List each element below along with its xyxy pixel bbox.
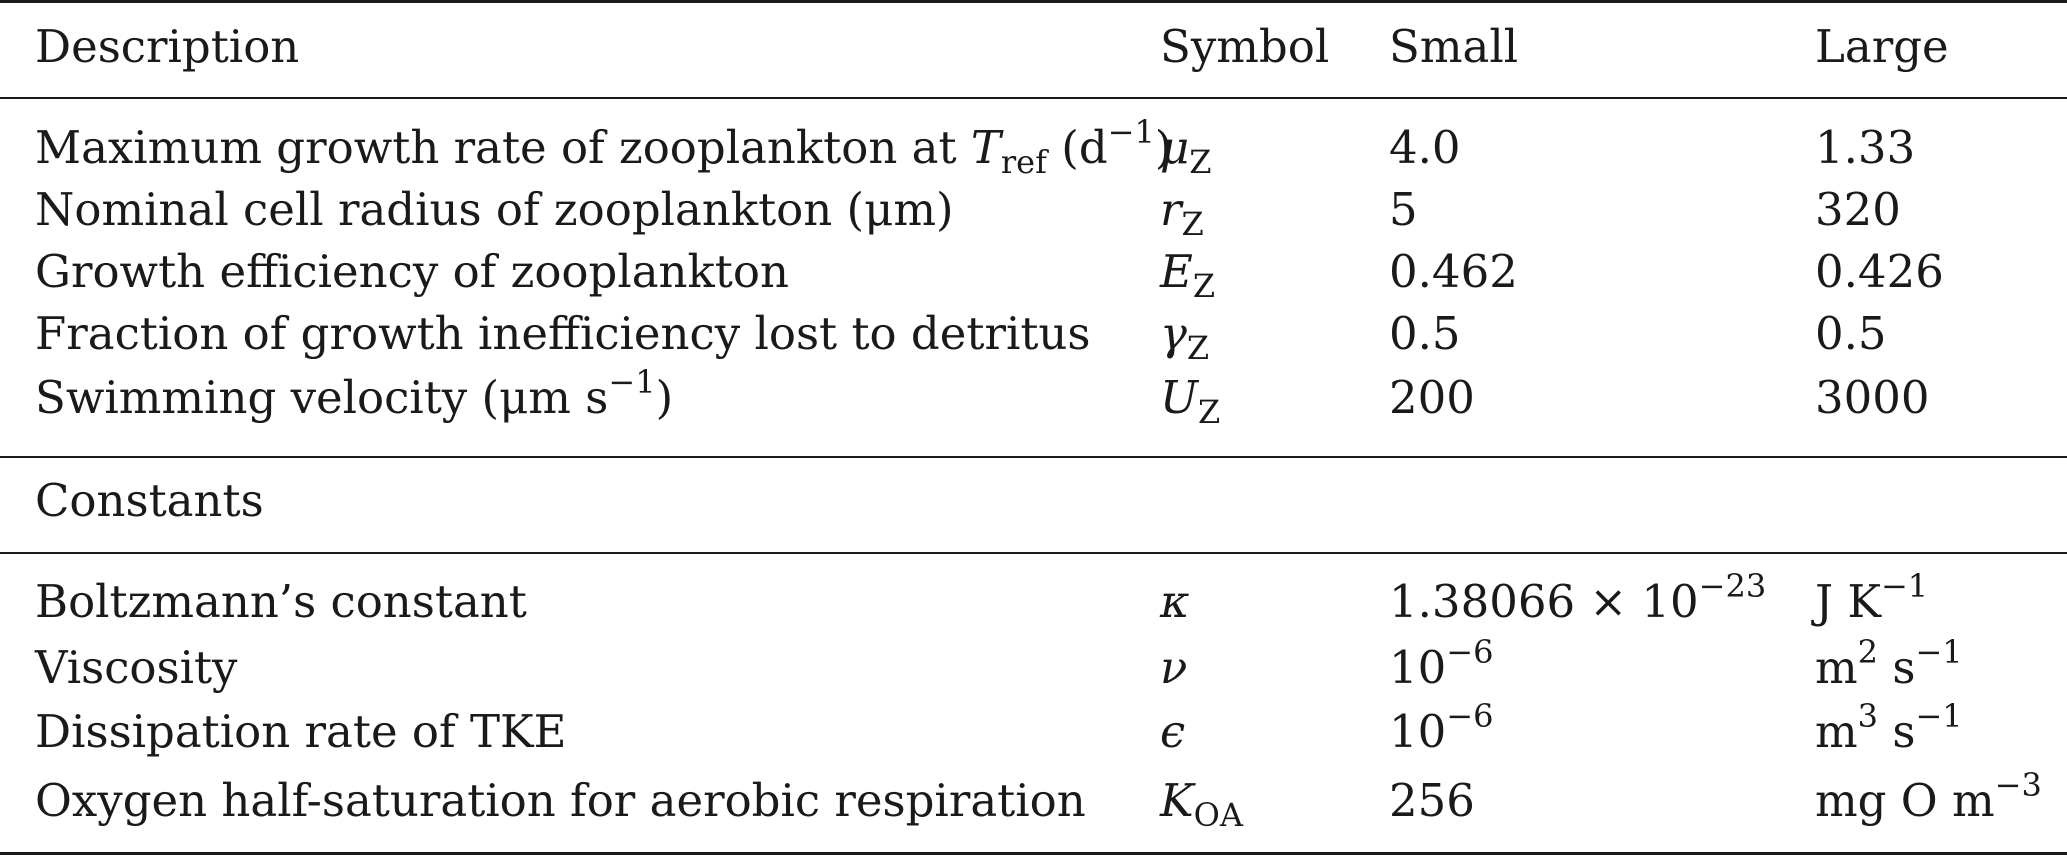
header-symbol: Symbol <box>1160 20 1330 73</box>
table-row-cell-radius-small: 5 <box>1389 183 1418 236</box>
table-row-swimming-velocity-symbol: UZ <box>1160 371 1221 431</box>
header-description: Description <box>35 20 300 73</box>
table-row-viscosity-value: 10−6 <box>1389 633 1494 694</box>
table-row-growth-efficiency-large: 0.426 <box>1815 245 1944 298</box>
table-row-boltzmann-description: Boltzmann’s constant <box>35 575 527 628</box>
section-rule-top <box>0 456 2067 458</box>
table-row-swimming-velocity-small: 200 <box>1389 371 1475 424</box>
table-row-oxygen-half-saturation-description: Oxygen half-saturation for aerobic respi… <box>35 774 1086 827</box>
table-row-max-growth-symbol: μZ <box>1160 121 1212 181</box>
table-row-detritus-fraction-description: Fraction of growth inefficiency lost to … <box>35 307 1091 360</box>
table-row-oxygen-half-saturation-unit: mg O m−3 <box>1815 766 2042 827</box>
table-row-max-growth-large: 1.33 <box>1815 121 1916 174</box>
header-rule <box>0 97 2067 99</box>
table-row-max-growth-description: Maximum growth rate of zooplankton at Tr… <box>35 113 1173 181</box>
header-large: Large <box>1815 20 1949 73</box>
table-row-cell-radius-symbol: rZ <box>1160 183 1204 243</box>
table-row-dissipation-symbol: ϵ <box>1160 705 1186 758</box>
table-row-dissipation-unit: m3 s−1 <box>1815 697 1963 758</box>
table-row-boltzmann-unit: J K−1 <box>1815 567 1929 628</box>
table-row-viscosity-symbol: ν <box>1160 641 1188 694</box>
table-row-detritus-fraction-small: 0.5 <box>1389 307 1461 360</box>
table-row-viscosity-unit: m2 s−1 <box>1815 633 1963 694</box>
table-row-dissipation-description: Dissipation rate of TKE <box>35 705 567 758</box>
table-row-max-growth-small: 4.0 <box>1389 121 1461 174</box>
table-row-growth-efficiency-small: 0.462 <box>1389 245 1518 298</box>
table-row-viscosity-description: Viscosity <box>35 641 238 694</box>
table-row-growth-efficiency-symbol: EZ <box>1160 245 1216 305</box>
table-row-detritus-fraction-symbol: γZ <box>1160 307 1210 367</box>
table-top-rule <box>0 0 2067 3</box>
table-bottom-rule <box>0 852 2067 855</box>
constants-section-title: Constants <box>35 474 264 527</box>
table-row-oxygen-half-saturation-value: 256 <box>1389 774 1475 827</box>
table-row-detritus-fraction-large: 0.5 <box>1815 307 1887 360</box>
table-row-boltzmann-value: 1.38066 × 10−23 <box>1389 567 1767 628</box>
table-row-oxygen-half-saturation-symbol: KOA <box>1160 774 1243 834</box>
table-row-boltzmann-symbol: κ <box>1160 575 1190 628</box>
table-row-swimming-velocity-description: Swimming velocity (μm s−1) <box>35 363 674 424</box>
header-small: Small <box>1389 20 1519 73</box>
table-row-dissipation-value: 10−6 <box>1389 697 1494 758</box>
table-row-cell-radius-large: 320 <box>1815 183 1901 236</box>
table-row-swimming-velocity-large: 3000 <box>1815 371 1930 424</box>
table-row-growth-efficiency-description: Growth efficiency of zooplankton <box>35 245 789 298</box>
table-row-cell-radius-description: Nominal cell radius of zooplankton (μm) <box>35 183 954 236</box>
section-rule-bottom <box>0 552 2067 554</box>
